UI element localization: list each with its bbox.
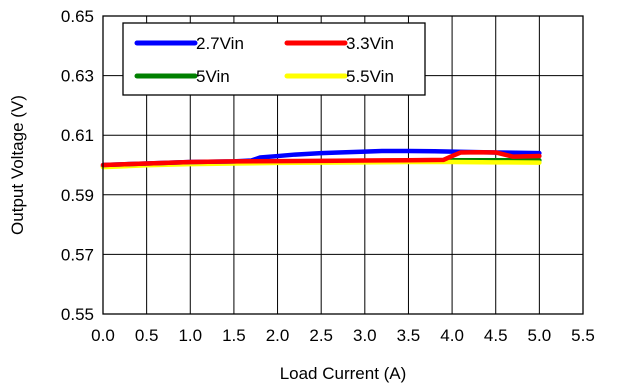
x-tick-label: 3.0: [353, 326, 377, 345]
plot-frame: [102, 15, 584, 315]
x-tick-label: 5.0: [528, 326, 552, 345]
y-tick-label: 0.55: [61, 305, 94, 324]
x-tick-label: 5.5: [571, 326, 595, 345]
series-line-3-3vin: [100, 149, 542, 168]
x-axis-title: Load Current (A): [280, 364, 407, 383]
x-tick-label: 2.5: [309, 326, 333, 345]
legend-box: [122, 22, 426, 96]
series-layer: [100, 148, 542, 170]
y-axis-title: Output Voltage (V): [8, 95, 27, 235]
legend-label: 2.7Vin: [196, 34, 244, 53]
y-tick-label: 0.57: [61, 245, 94, 264]
legend: 2.7Vin 3.3Vin 5Vin 5.5Vin: [122, 22, 426, 96]
y-tick-label: 0.63: [61, 67, 94, 86]
y-tick-label: 0.59: [61, 186, 94, 205]
x-tick-label: 0.0: [91, 326, 115, 345]
legend-label: 5.5Vin: [346, 67, 394, 86]
y-tick-label: 0.65: [61, 7, 94, 26]
x-tick-label: 1.5: [222, 326, 246, 345]
y-tick-label: 0.61: [61, 126, 94, 145]
x-tick-label: 3.5: [397, 326, 421, 345]
x-axis-ticks: 0.0 0.5 1.0 1.5 2.0 2.5 3.0 3.5 4.0 4.5 5.0 5.5: [91, 326, 595, 345]
legend-label: 5Vin: [196, 67, 230, 86]
x-tick-label: 2.0: [266, 326, 290, 345]
legend-label: 3.3Vin: [346, 34, 394, 53]
x-tick-label: 4.5: [484, 326, 508, 345]
x-tick-label: 0.5: [135, 326, 159, 345]
y-axis-ticks: 0.55 0.57 0.59 0.61 0.63 0.65: [61, 7, 94, 324]
x-tick-label: 1.0: [178, 326, 202, 345]
x-tick-label: 4.0: [440, 326, 464, 345]
